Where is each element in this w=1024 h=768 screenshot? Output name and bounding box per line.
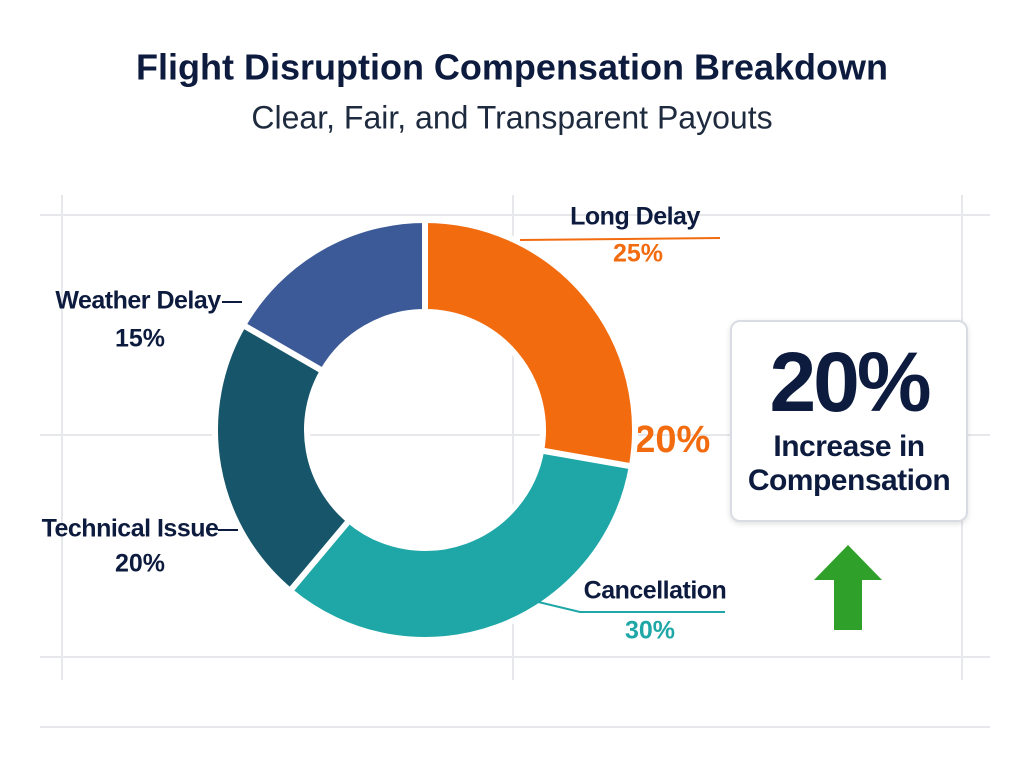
donut-slice <box>422 216 638 470</box>
value-label: 20% <box>115 550 165 578</box>
chart-title: Flight Disruption Compensation Breakdown <box>136 47 888 88</box>
category-label: Long Delay <box>570 203 700 231</box>
up-arrow <box>814 545 882 630</box>
value-label: 25% <box>613 240 663 268</box>
chart-subtitle: Clear, Fair, and Transparent Payouts <box>251 99 772 135</box>
donut-slice <box>239 216 428 376</box>
leader-line <box>519 237 721 241</box>
category-label: Cancellation <box>584 577 727 605</box>
category-label: Technical Issue <box>42 515 219 543</box>
callout-text: Increase in Compensation <box>747 430 951 497</box>
leader-line <box>529 599 725 613</box>
donut-slice <box>285 447 636 643</box>
donut-slice <box>212 320 354 596</box>
callout-box: 20% Increase in Compensation <box>730 320 968 522</box>
donut <box>212 216 638 643</box>
value-label: 15% <box>115 325 165 353</box>
category-label: Weather Delay <box>55 287 221 315</box>
callout-value: 20% <box>769 335 931 429</box>
value-label: 30% <box>625 617 675 645</box>
